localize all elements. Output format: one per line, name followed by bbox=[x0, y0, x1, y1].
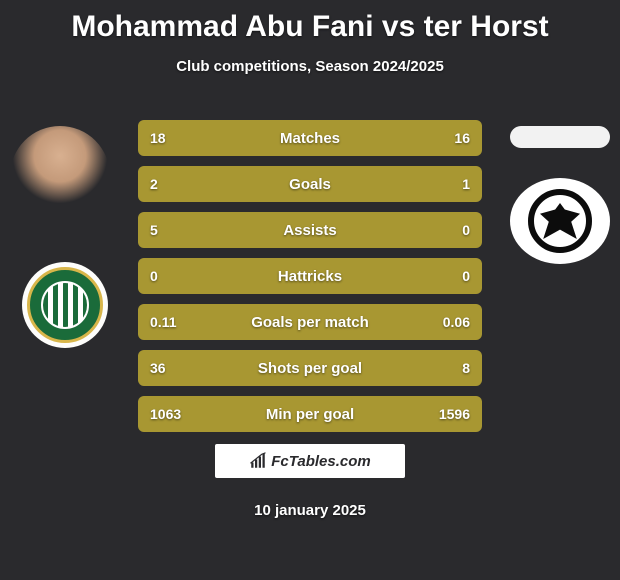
player-right-photo bbox=[510, 126, 610, 148]
stat-left-value: 0.11 bbox=[150, 314, 210, 330]
stat-label: Assists bbox=[210, 222, 410, 239]
stat-row-goals: 2 Goals 1 bbox=[138, 166, 482, 202]
stat-label: Goals per match bbox=[210, 314, 410, 331]
club-left-badge-inner bbox=[27, 267, 103, 343]
stat-row-hattricks: 0 Hattricks 0 bbox=[138, 258, 482, 294]
brand-text: FcTables.com bbox=[271, 453, 370, 470]
club-left-stripes-icon bbox=[41, 281, 89, 329]
brand-badge: FcTables.com bbox=[215, 444, 405, 478]
stat-left-value: 36 bbox=[150, 360, 210, 376]
stat-left-value: 18 bbox=[150, 130, 210, 146]
stat-right-value: 0 bbox=[410, 222, 470, 238]
stat-left-value: 1063 bbox=[150, 406, 210, 422]
stat-row-shots-per-goal: 36 Shots per goal 8 bbox=[138, 350, 482, 386]
club-right-badge-inner bbox=[528, 189, 592, 253]
stat-row-min-per-goal: 1063 Min per goal 1596 bbox=[138, 396, 482, 432]
stat-right-value: 16 bbox=[410, 130, 470, 146]
stat-row-goals-per-match: 0.11 Goals per match 0.06 bbox=[138, 304, 482, 340]
date-text: 10 january 2025 bbox=[0, 502, 620, 519]
player-left-photo bbox=[10, 126, 110, 226]
page-title: Mohammad Abu Fani vs ter Horst bbox=[0, 0, 620, 44]
stat-row-matches: 18 Matches 16 bbox=[138, 120, 482, 156]
stat-label: Shots per goal bbox=[210, 360, 410, 377]
stat-right-value: 8 bbox=[410, 360, 470, 376]
stat-label: Matches bbox=[210, 130, 410, 147]
stat-left-value: 2 bbox=[150, 176, 210, 192]
stat-left-value: 5 bbox=[150, 222, 210, 238]
stat-right-value: 1 bbox=[410, 176, 470, 192]
stat-label: Goals bbox=[210, 176, 410, 193]
stat-row-assists: 5 Assists 0 bbox=[138, 212, 482, 248]
stats-panel: 18 Matches 16 2 Goals 1 5 Assists 0 0 Ha… bbox=[138, 120, 482, 442]
stat-right-value: 0.06 bbox=[410, 314, 470, 330]
subtitle: Club competitions, Season 2024/2025 bbox=[0, 58, 620, 75]
stat-left-value: 0 bbox=[150, 268, 210, 284]
stat-right-value: 0 bbox=[410, 268, 470, 284]
stat-label: Hattricks bbox=[210, 268, 410, 285]
stat-right-value: 1596 bbox=[410, 406, 470, 422]
stat-label: Min per goal bbox=[210, 406, 410, 423]
club-right-badge bbox=[510, 178, 610, 264]
eagle-icon bbox=[540, 203, 580, 239]
club-left-badge bbox=[22, 262, 108, 348]
chart-icon bbox=[249, 452, 267, 470]
